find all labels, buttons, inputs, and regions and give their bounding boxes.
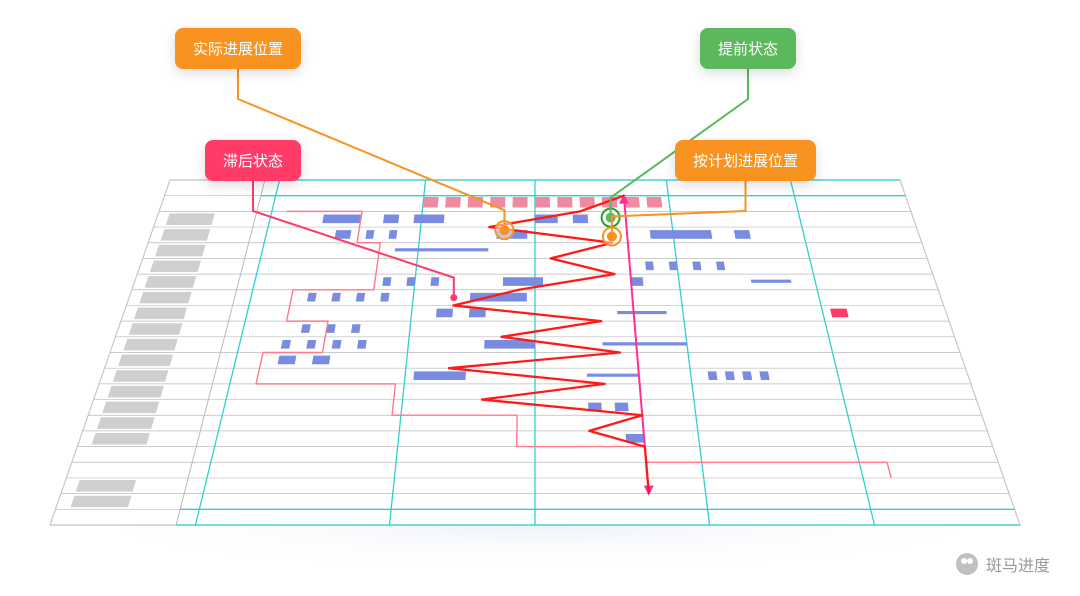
watermark-text: 斑马进度 bbox=[986, 552, 1050, 576]
label-text: 滞后状态 bbox=[223, 153, 283, 170]
label-text: 提前状态 bbox=[718, 41, 778, 58]
label-ahead-status: 提前状态 bbox=[700, 28, 796, 69]
label-planned-progress: 按计划进展位置 bbox=[675, 140, 816, 181]
watermark: 斑马进度 bbox=[956, 552, 1050, 576]
label-text: 按计划进展位置 bbox=[693, 153, 798, 170]
wechat-icon bbox=[956, 553, 978, 575]
gantt-3d-diagram bbox=[0, 0, 1080, 596]
label-behind-status: 滞后状态 bbox=[205, 140, 301, 181]
label-actual-progress: 实际进展位置 bbox=[175, 28, 301, 69]
label-text: 实际进展位置 bbox=[193, 41, 283, 58]
